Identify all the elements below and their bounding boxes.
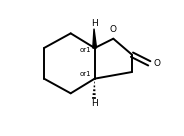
Text: H: H <box>91 99 98 108</box>
Text: O: O <box>154 59 161 68</box>
Text: or1: or1 <box>80 71 91 77</box>
Text: H: H <box>91 19 98 28</box>
Polygon shape <box>93 29 97 48</box>
Text: or1: or1 <box>80 47 91 53</box>
Text: O: O <box>110 25 117 34</box>
